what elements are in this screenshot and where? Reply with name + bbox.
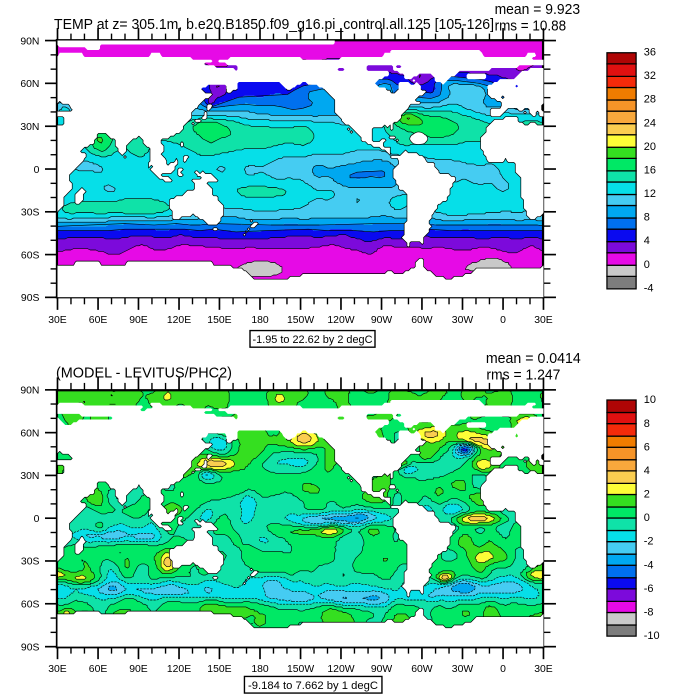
svg-text:60W: 60W (411, 315, 433, 326)
svg-text:90S: 90S (21, 293, 40, 304)
svg-text:60N: 60N (20, 79, 39, 90)
svg-text:120E: 120E (167, 664, 191, 675)
svg-text:rms = 1.247: rms = 1.247 (486, 367, 560, 383)
svg-text:30W: 30W (452, 664, 474, 675)
svg-text:180: 180 (251, 315, 269, 326)
svg-text:12: 12 (644, 188, 656, 200)
svg-text:30E: 30E (534, 315, 553, 326)
svg-text:-8: -8 (644, 606, 654, 618)
svg-text:0: 0 (500, 315, 506, 326)
svg-text:-10: -10 (644, 630, 660, 642)
svg-text:30W: 30W (452, 315, 474, 326)
svg-text:mean = 9.923: mean = 9.923 (495, 2, 581, 18)
svg-text:30N: 30N (20, 122, 39, 133)
svg-text:150E: 150E (207, 315, 231, 326)
svg-text:30E: 30E (534, 664, 553, 675)
svg-text:10: 10 (644, 394, 656, 406)
svg-text:4: 4 (644, 235, 650, 247)
svg-text:30S: 30S (21, 557, 40, 568)
svg-text:60S: 60S (21, 600, 40, 611)
svg-text:90N: 90N (20, 36, 39, 47)
svg-text:60W: 60W (411, 664, 433, 675)
svg-text:8: 8 (644, 418, 650, 430)
svg-text:0: 0 (34, 165, 40, 176)
svg-text:120W: 120W (327, 315, 354, 326)
svg-text:60E: 60E (89, 315, 108, 326)
svg-text:rms = 10.88: rms = 10.88 (495, 19, 567, 35)
svg-text:6: 6 (644, 441, 650, 453)
svg-text:0: 0 (500, 664, 506, 675)
svg-text:20: 20 (644, 141, 656, 153)
svg-text:8: 8 (644, 212, 650, 224)
svg-text:60E: 60E (89, 664, 108, 675)
svg-text:30N: 30N (20, 471, 39, 482)
svg-text:32: 32 (644, 70, 656, 82)
svg-text:90N: 90N (20, 386, 39, 397)
svg-text:60S: 60S (21, 250, 40, 261)
svg-text:30S: 30S (21, 208, 40, 219)
svg-text:mean = 0.0414: mean = 0.0414 (486, 351, 581, 367)
svg-text:-6: -6 (644, 583, 654, 595)
svg-text:2: 2 (644, 489, 650, 501)
svg-text:0: 0 (644, 512, 650, 524)
svg-text:28: 28 (644, 94, 656, 106)
svg-text:-4: -4 (644, 559, 654, 571)
svg-text:150W: 150W (287, 664, 314, 675)
svg-text:90W: 90W (371, 315, 393, 326)
svg-text:0: 0 (644, 259, 650, 271)
svg-text:TEMP at z= 305.1m, b.e20.B1850: TEMP at z= 305.1m, b.e20.B1850.f09_g16.p… (54, 17, 494, 33)
svg-text:24: 24 (644, 117, 656, 129)
svg-text:36: 36 (644, 47, 656, 59)
svg-text:-9.184 to 7.662 by 1 degC: -9.184 to 7.662 by 1 degC (248, 680, 378, 692)
svg-text:30E: 30E (48, 315, 67, 326)
svg-text:90S: 90S (21, 642, 40, 653)
svg-text:30E: 30E (48, 664, 67, 675)
svg-text:90E: 90E (129, 315, 148, 326)
svg-text:-4: -4 (644, 282, 654, 294)
svg-text:90E: 90E (129, 664, 148, 675)
svg-text:(MODEL - LEVITUS/PHC2): (MODEL - LEVITUS/PHC2) (56, 366, 232, 382)
svg-text:90W: 90W (371, 664, 393, 675)
svg-text:150W: 150W (287, 315, 314, 326)
svg-text:180: 180 (251, 664, 269, 675)
svg-text:4: 4 (644, 465, 650, 477)
svg-text:-2: -2 (644, 536, 654, 548)
svg-text:150E: 150E (207, 664, 231, 675)
svg-text:120E: 120E (167, 315, 191, 326)
svg-text:-1.95 to 22.62 by 2 degC: -1.95 to 22.62 by 2 degC (253, 334, 373, 346)
svg-text:0: 0 (34, 514, 40, 525)
svg-text:16: 16 (644, 164, 656, 176)
svg-text:120W: 120W (327, 664, 354, 675)
svg-text:60N: 60N (20, 428, 39, 439)
